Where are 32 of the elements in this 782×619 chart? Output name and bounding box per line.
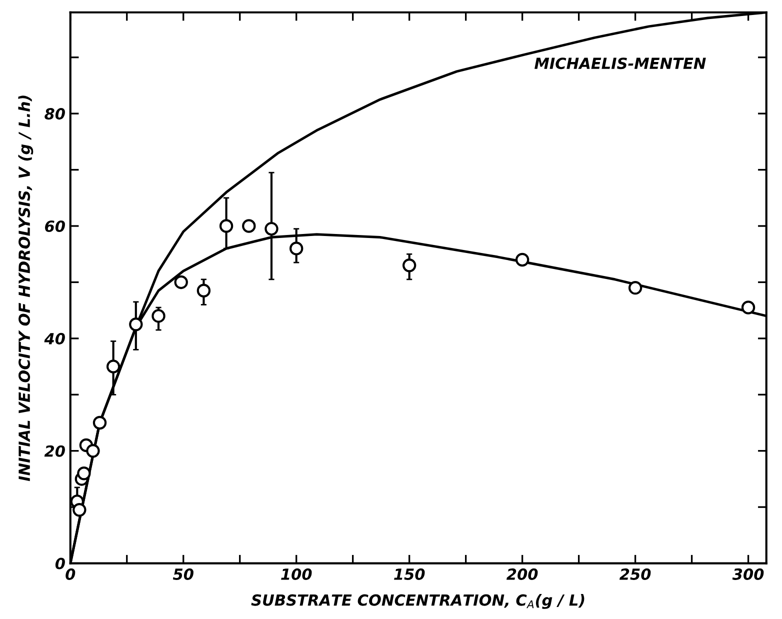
x-tick-label: 100 xyxy=(281,568,312,580)
point xyxy=(628,280,642,295)
x-tick-label: 300 xyxy=(732,568,764,580)
point xyxy=(129,318,143,332)
point xyxy=(174,275,188,290)
y-axis-title: INITIAL VELOCITY OF HYDROLYSIS, V (g / L.h) xyxy=(18,96,34,482)
x-tick-label: 150 xyxy=(394,568,425,580)
y-tick-label: 80 xyxy=(44,108,65,120)
annotation: MICHAELIS-MENTEN xyxy=(534,58,706,70)
x-tick-label: 250 xyxy=(619,568,651,580)
y-tick-label: 0 xyxy=(55,558,65,570)
point xyxy=(77,466,91,480)
point xyxy=(72,503,86,517)
x-tick-label: 50 xyxy=(172,568,194,580)
x-tick-label: 0 xyxy=(66,568,76,580)
point xyxy=(289,242,304,256)
point xyxy=(242,219,256,233)
point xyxy=(219,219,234,233)
y-tick-label: 60 xyxy=(45,220,65,232)
y-tick-label: 40 xyxy=(44,332,65,344)
point xyxy=(106,360,120,374)
point xyxy=(196,284,211,298)
x-axis-title: SUBSTRATE CONCENTRATION, C$_{A}$(g / L) xyxy=(251,594,584,609)
point xyxy=(515,252,530,267)
point xyxy=(152,309,166,323)
point xyxy=(741,300,756,314)
point xyxy=(86,444,100,458)
x-tick-label: 200 xyxy=(506,568,538,580)
point xyxy=(402,258,416,272)
point xyxy=(92,416,107,430)
y-tick-label: 20 xyxy=(44,445,65,457)
point xyxy=(264,222,278,236)
